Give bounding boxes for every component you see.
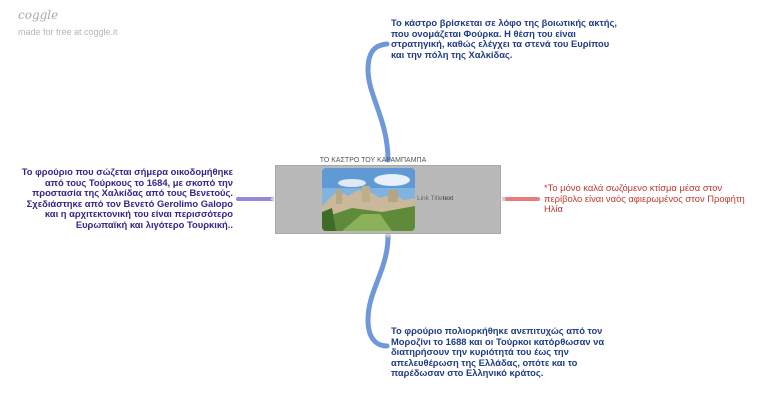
link-text[interactable]: text — [442, 195, 454, 202]
central-box[interactable]: Link Titletext — [275, 165, 501, 234]
node-right[interactable]: *Το μόνο καλά σωζόμενο κτίσμα μέσα στον … — [544, 182, 745, 215]
castle-image — [322, 168, 415, 231]
add-branch-left-handle[interactable] — [270, 196, 274, 202]
central-title[interactable]: ΤΟ ΚΑΣΤΡΟ ΤΟΥ ΚΑΡΑΜΠΑΜΠΑ — [319, 157, 427, 164]
central-node[interactable]: ΤΟ ΚΑΣΤΡΟ ΤΟΥ ΚΑΡΑΜΠΑΜΠΑ Link Titletext — [275, 156, 501, 234]
coggle-tagline[interactable]: made for free at coggle.it — [18, 27, 118, 37]
coggle-logo[interactable]: coggle — [18, 8, 59, 22]
link-title[interactable]: Link Title — [417, 195, 443, 202]
add-branch-bottom-handle[interactable] — [385, 234, 391, 238]
link-row[interactable]: Link Titletext — [417, 195, 453, 202]
branch-bottom — [365, 233, 391, 349]
add-branch-right-handle[interactable] — [502, 196, 506, 202]
branch-top — [365, 41, 391, 163]
node-bottom[interactable]: Το φρούριο πολιορκήθηκε ανεπιτυχώς από τ… — [391, 325, 605, 379]
coggle-branding[interactable]: coggle made for free at coggle.it — [18, 8, 118, 37]
castle-photo[interactable] — [322, 168, 415, 231]
node-left[interactable]: Το φρούριο που σώζεται σήμερα οικοδομήθη… — [21, 166, 233, 230]
node-top[interactable]: Το κάστρο βρίσκεται σε λόφο της βοιωτική… — [391, 17, 617, 60]
